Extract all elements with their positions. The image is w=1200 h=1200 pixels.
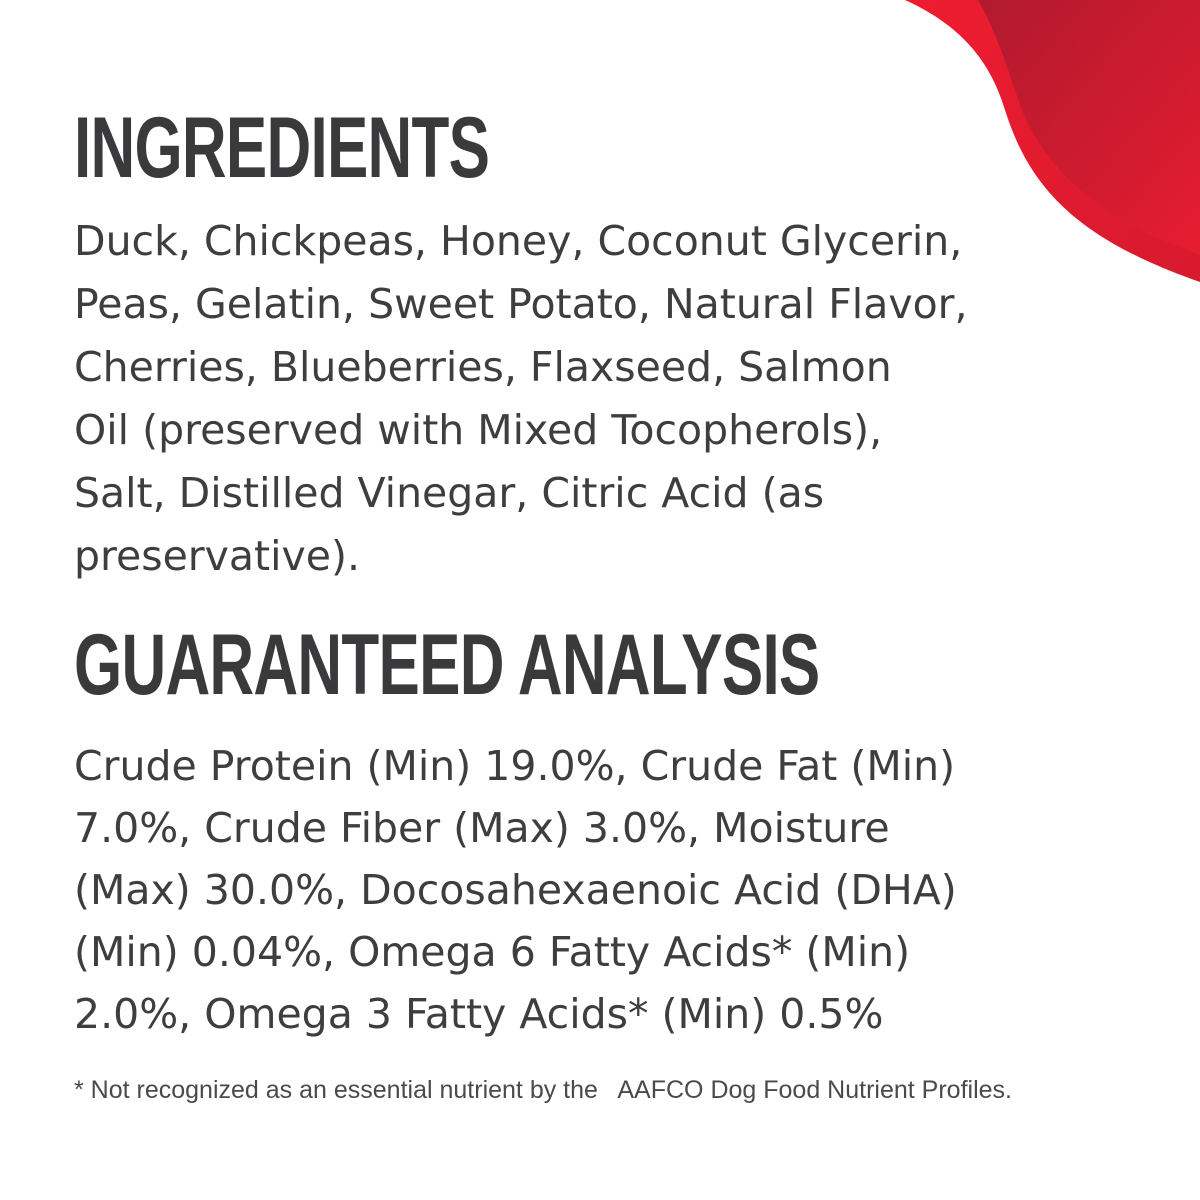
footnote: * Not recognized as an essential nutrien… xyxy=(74,1076,1012,1104)
ingredients-line: Oil (preserved with Mixed Tocopherols), xyxy=(74,406,883,454)
ingredients-line: Salt, Distilled Vinegar, Citric Acid (as xyxy=(74,469,825,517)
ingredients-line: preservative). xyxy=(74,532,361,580)
ingredients-line: Duck, Chickpeas, Honey, Coconut Glycerin… xyxy=(74,217,963,265)
guaranteed-analysis-text: Crude Protein (Min) 19.0%, Crude Fat (Mi… xyxy=(74,735,957,1045)
analysis-line: (Max) 30.0%, Docosahexaenoic Acid (DHA) xyxy=(74,866,957,914)
swoosh-inner xyxy=(978,0,1200,255)
analysis-line: Crude Protein (Min) 19.0%, Crude Fat (Mi… xyxy=(74,742,956,790)
analysis-line: 7.0%, Crude Fiber (Max) 3.0%, Moisture xyxy=(74,804,890,852)
guaranteed-analysis-heading: GUARANTEED ANALYSIS xyxy=(74,617,820,713)
ingredients-text: Duck, Chickpeas, Honey, Coconut Glycerin… xyxy=(74,210,968,588)
ingredients-line: Peas, Gelatin, Sweet Potato, Natural Fla… xyxy=(74,280,968,328)
ingredients-line: Cherries, Blueberries, Flaxseed, Salmon xyxy=(74,343,892,391)
analysis-line: (Min) 0.04%, Omega 6 Fatty Acids* (Min) xyxy=(74,928,911,976)
ingredients-heading: INGREDIENTS xyxy=(74,100,490,196)
analysis-line: 2.0%, Omega 3 Fatty Acids* (Min) 0.5% xyxy=(74,990,884,1038)
